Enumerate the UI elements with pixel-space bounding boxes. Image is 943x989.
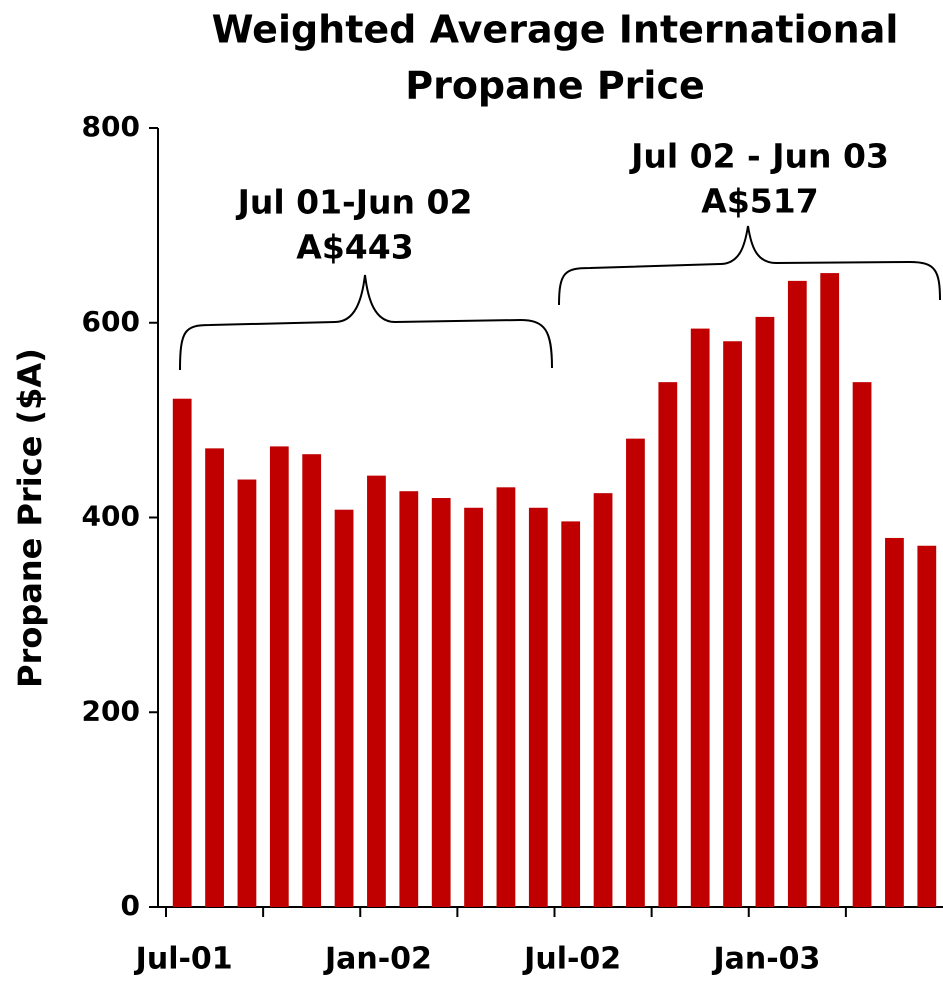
bar xyxy=(269,446,289,907)
x-tick-label: Jul-01 xyxy=(134,942,233,977)
bar xyxy=(852,382,872,907)
x-tick-label: Jan-02 xyxy=(323,942,432,977)
bar xyxy=(205,448,224,907)
bar xyxy=(885,537,904,907)
y-tick-label: 0 xyxy=(121,889,140,922)
bar xyxy=(334,509,354,907)
bar xyxy=(464,507,483,907)
bar xyxy=(593,493,613,907)
bar xyxy=(496,487,516,907)
annotation: Jul 01-Jun 02 xyxy=(236,183,473,222)
chart-title: Weighted Average International xyxy=(212,8,899,52)
annotation: A$517 xyxy=(701,182,818,221)
chart-title: Propane Price xyxy=(405,64,705,108)
bar xyxy=(658,382,678,907)
bar xyxy=(723,341,742,908)
bar xyxy=(917,545,937,907)
bar xyxy=(172,398,192,907)
x-tick-label: Jan-03 xyxy=(711,942,820,977)
x-tick-label: Jul-02 xyxy=(522,942,621,977)
bracket xyxy=(179,274,553,371)
annotation: Jul 02 - Jun 03 xyxy=(629,137,889,176)
y-axis-label: Propane Price ($A) xyxy=(11,348,49,688)
bar xyxy=(399,491,419,907)
bar xyxy=(431,498,451,907)
bar xyxy=(755,316,775,908)
annotation: A$443 xyxy=(296,228,413,267)
y-tick-label: 600 xyxy=(82,305,140,338)
bar xyxy=(787,280,807,907)
bar xyxy=(690,328,710,907)
bar xyxy=(302,454,322,907)
bar xyxy=(820,273,840,907)
y-tick-label: 400 xyxy=(82,500,140,533)
bar xyxy=(561,521,581,907)
y-tick-label: 200 xyxy=(82,694,140,727)
bracket xyxy=(558,225,941,306)
bar xyxy=(626,438,645,907)
bar xyxy=(237,479,257,907)
bar xyxy=(367,475,386,907)
bar xyxy=(528,507,548,907)
y-tick-label: 800 xyxy=(82,110,140,143)
